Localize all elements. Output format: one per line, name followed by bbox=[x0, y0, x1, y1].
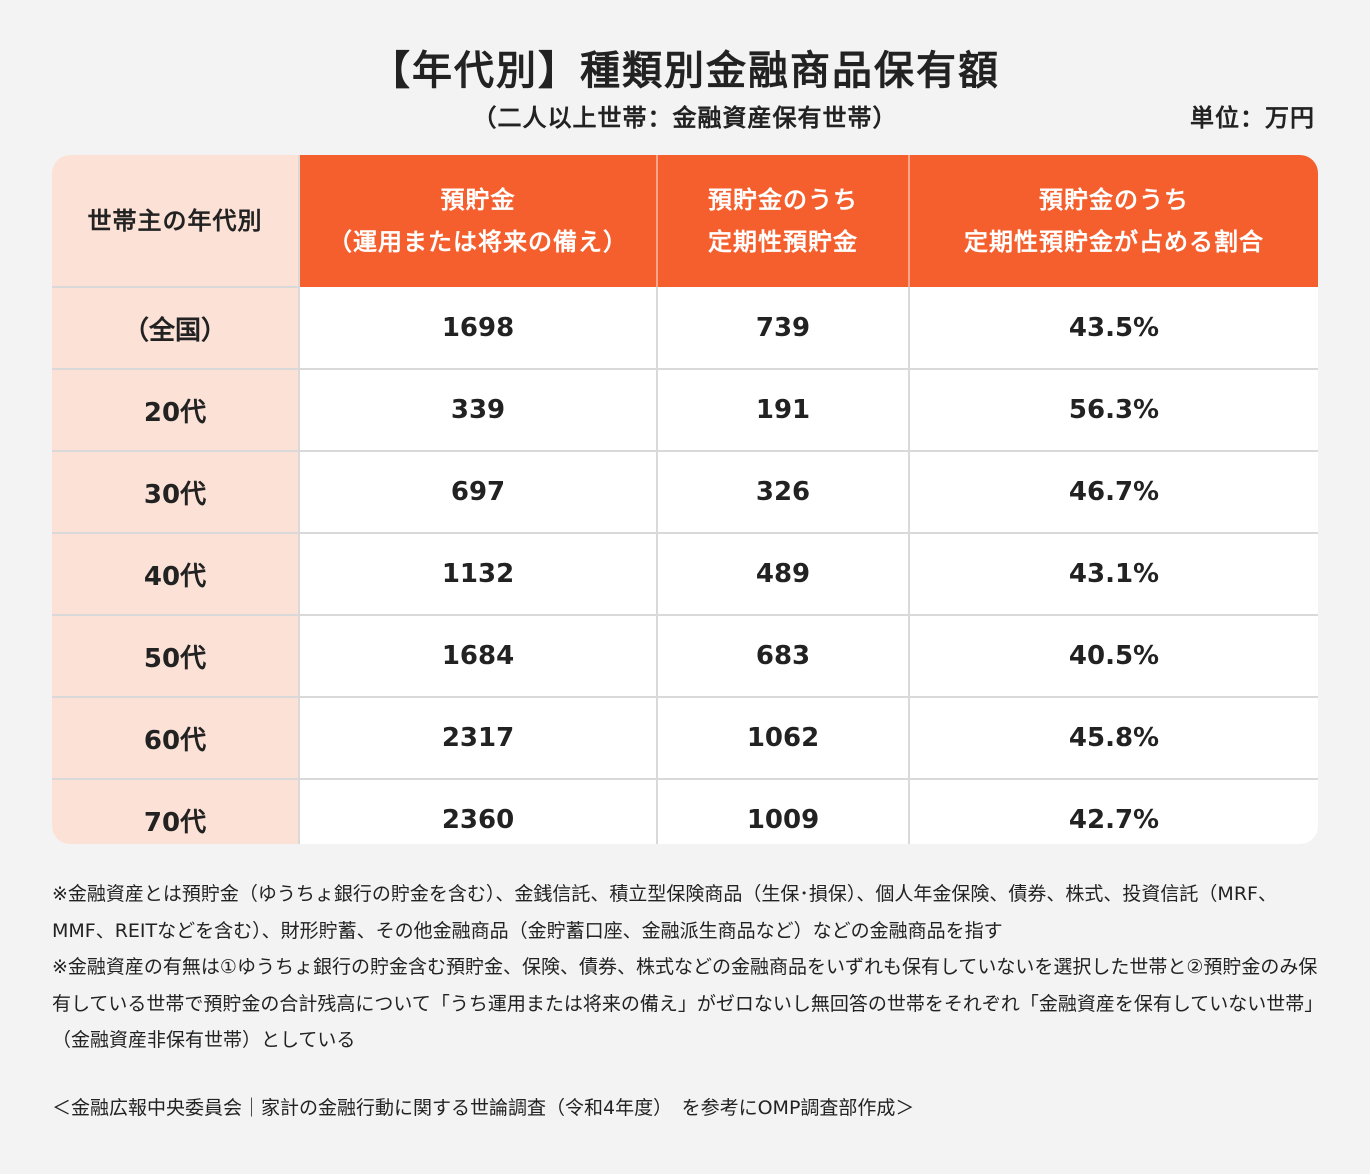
header-time-deposits: 預貯金のうち 定期性預貯金 bbox=[657, 155, 910, 287]
page-subtitle: （二人以上世帯：金融資産保有世帯） bbox=[472, 104, 898, 132]
cell-time-deposits: 191 bbox=[657, 369, 910, 452]
row-age-label: 40代 bbox=[52, 533, 300, 616]
cell-savings: 2317 bbox=[299, 697, 658, 780]
unit-label: 単位：万円 bbox=[1190, 104, 1315, 132]
page-title: 【年代別】種類別金融商品保有額 bbox=[370, 48, 1000, 94]
header-age-group: 世帯主の年代別 bbox=[52, 155, 300, 288]
table-row: 50代 1684 683 40.5% bbox=[52, 615, 1318, 698]
footnote: ※金融資産の有無は①ゆうちょ銀行の貯金含む預貯金、保険、債券、株式などの金融商品… bbox=[52, 956, 1318, 1051]
cell-ratio: 43.1% bbox=[909, 533, 1318, 616]
row-age-label: 70代 bbox=[52, 779, 300, 844]
cell-ratio: 43.5% bbox=[909, 287, 1318, 370]
footnote: ※金融資産とは預貯金（ゆうちょ銀行の貯金を含む）、金銭信託、積立型保険商品（生保… bbox=[52, 883, 1277, 942]
cell-time-deposits: 1062 bbox=[657, 697, 910, 780]
cell-ratio: 40.5% bbox=[909, 615, 1318, 698]
cell-time-deposits: 683 bbox=[657, 615, 910, 698]
holdings-table: 世帯主の年代別 預貯金 （運用または将来の備え） 預貯金のうち 定期性預貯金 預貯金… bbox=[52, 155, 1318, 844]
cell-ratio: 46.7% bbox=[909, 451, 1318, 534]
header-time-deposit-ratio: 預貯金のうち 定期性預貯金が占める割合 bbox=[909, 155, 1318, 287]
cell-time-deposits: 326 bbox=[657, 451, 910, 534]
table-row: 40代 1132 489 43.1% bbox=[52, 533, 1318, 616]
table-row: 30代 697 326 46.7% bbox=[52, 451, 1318, 534]
row-age-label: （全国） bbox=[52, 287, 300, 370]
cell-savings: 1698 bbox=[299, 287, 658, 370]
cell-savings: 339 bbox=[299, 369, 658, 452]
cell-savings: 2360 bbox=[299, 779, 658, 844]
table-row: 70代 2360 1009 42.7% bbox=[52, 779, 1318, 844]
header-savings: 預貯金 （運用または将来の備え） bbox=[299, 155, 658, 287]
table-row: （全国） 1698 739 43.5% bbox=[52, 287, 1318, 370]
row-age-label: 60代 bbox=[52, 697, 300, 780]
table-row: 60代 2317 1062 45.8% bbox=[52, 697, 1318, 780]
cell-time-deposits: 739 bbox=[657, 287, 910, 370]
table-header-row: 世帯主の年代別 預貯金 （運用または将来の備え） 預貯金のうち 定期性預貯金 預貯金… bbox=[52, 155, 1318, 288]
cell-ratio: 56.3% bbox=[909, 369, 1318, 452]
row-age-label: 30代 bbox=[52, 451, 300, 534]
cell-time-deposits: 489 bbox=[657, 533, 910, 616]
row-age-label: 20代 bbox=[52, 369, 300, 452]
table-row: 20代 339 191 56.3% bbox=[52, 369, 1318, 452]
cell-ratio: 45.8% bbox=[909, 697, 1318, 780]
cell-savings: 697 bbox=[299, 451, 658, 534]
cell-savings: 1684 bbox=[299, 615, 658, 698]
cell-savings: 1132 bbox=[299, 533, 658, 616]
source-credit: ＜金融広報中央委員会｜家計の金融行動に関する世論調査（令和4年度） を参考にOM… bbox=[52, 1097, 915, 1119]
cell-time-deposits: 1009 bbox=[657, 779, 910, 844]
footnotes: ※金融資産とは預貯金（ゆうちょ銀行の貯金を含む）、金銭信託、積立型保険商品（生保… bbox=[52, 876, 1318, 1059]
cell-ratio: 42.7% bbox=[1068, 805, 1160, 835]
data-table-container: 世帯主の年代別 預貯金 （運用または将来の備え） 預貯金のうち 定期性預貯金 預貯金… bbox=[52, 155, 1318, 844]
row-age-label: 50代 bbox=[52, 615, 300, 698]
